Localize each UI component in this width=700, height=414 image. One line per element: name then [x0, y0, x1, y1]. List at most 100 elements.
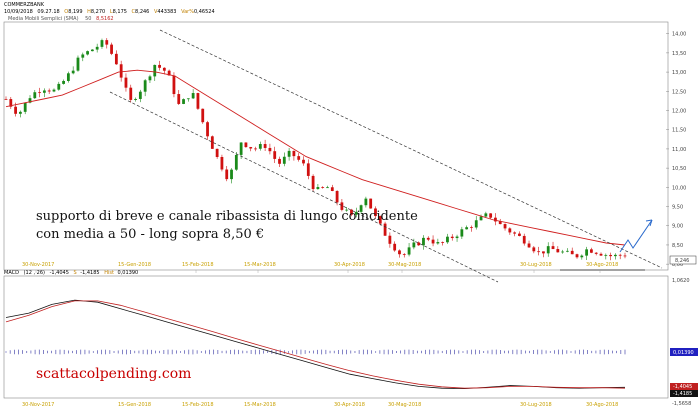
svg-text:Media Mobili Semplici (SMA): Media Mobili Semplici (SMA) 50 8,5162	[8, 16, 114, 22]
candle-body	[134, 98, 137, 100]
candle-body	[398, 250, 401, 255]
candle-body	[585, 249, 589, 256]
candle-body	[522, 235, 526, 244]
macd-x-tick: 15-Feb-2018	[182, 402, 214, 408]
macd-y-top: 1,0620	[672, 278, 690, 284]
candle-body	[537, 251, 541, 253]
candle-body	[158, 64, 161, 68]
price-y-tick: 8,50	[672, 243, 683, 249]
annotation-line2: con media a 50 - long sopra 8,50 €	[36, 227, 264, 242]
last-price-label: 8,246	[675, 258, 689, 264]
price-y-tick: 12,50	[672, 89, 686, 95]
candle-body	[230, 169, 233, 180]
candle-body	[114, 53, 118, 65]
candle-body	[402, 254, 406, 256]
candle-body	[494, 217, 497, 222]
candle-body	[374, 208, 377, 217]
macd-hist-value: 0,01390	[118, 270, 139, 276]
candle-body	[470, 227, 473, 229]
candle-body	[321, 187, 325, 188]
macd-x-tick: 15-Gen-2018	[118, 402, 151, 408]
header-low: 8,175	[113, 9, 127, 15]
arrow-head-icon	[645, 219, 653, 227]
candle-body	[364, 198, 368, 206]
candle-body	[38, 92, 41, 94]
macd-histogram	[5, 349, 626, 355]
candle-body	[590, 249, 593, 253]
candle-body	[124, 77, 128, 88]
candle-body	[220, 156, 224, 170]
price-x-tick: 30-Mag-2018	[388, 262, 421, 268]
indicator-value: 8,5162	[96, 16, 114, 22]
macd-y-bottom: -1,5658	[672, 401, 691, 407]
macd-value: -1,4045	[50, 270, 69, 276]
candle-body	[273, 151, 277, 159]
candle-body	[450, 236, 454, 239]
ohlc-header: 10/09/2018 09.27.18 O8,199 H8,270 L8,175…	[4, 9, 215, 22]
candle-body	[561, 251, 565, 253]
price-x-tick: 15-Gen-2018	[118, 262, 151, 268]
channel-lower-line	[109, 91, 499, 283]
candle-body	[426, 237, 430, 240]
price-y-tick: 9,50	[672, 205, 683, 211]
candle-body	[47, 90, 51, 92]
candle-body	[153, 64, 157, 77]
candle-body	[210, 136, 214, 149]
candle-body	[119, 64, 123, 78]
candle-body	[239, 142, 243, 155]
price-y-tick: 12,00	[672, 109, 686, 115]
candle-body	[489, 213, 493, 218]
candle-body	[95, 46, 99, 50]
candle-body	[18, 111, 22, 114]
candle-body	[81, 54, 85, 58]
macd-x-tick: 30-Apr-2018	[334, 402, 365, 408]
candle-body	[215, 148, 219, 157]
channel-upper-line	[159, 29, 663, 269]
macd-value-box	[670, 383, 698, 390]
macd-x-tick: 30-Mag-2018	[388, 402, 421, 408]
price-x-tick: 15-Mar-2018	[244, 262, 276, 268]
price-x-tick: 30-Apr-2018	[334, 262, 365, 268]
price-y-tick: 10,00	[672, 185, 686, 191]
candle-body	[282, 156, 286, 164]
header-open: 8,199	[68, 9, 82, 15]
candle-body	[542, 251, 545, 254]
candle-body	[57, 83, 61, 90]
price-x-tick: 30-Lug-2018	[520, 262, 552, 268]
candle-body	[479, 216, 483, 221]
svg-text:10/09/2018 09.27.18: 10/09/2018 09.27.18 O8,199 H8,270 L8,175…	[4, 9, 215, 15]
candle-body	[244, 142, 248, 148]
candle-body	[484, 213, 488, 217]
candle-body	[436, 242, 440, 244]
price-y-tick: 11,00	[672, 147, 686, 153]
candle-body	[143, 80, 147, 92]
candle-body	[167, 70, 171, 76]
macd-x-tick: 30-Ago-2018	[586, 402, 618, 408]
candle-body	[474, 220, 478, 228]
candle-body	[345, 209, 349, 211]
candle-body	[86, 51, 89, 55]
candle-body	[566, 250, 569, 252]
candle-body	[326, 187, 329, 189]
candle-body	[306, 163, 310, 176]
candle-body	[412, 242, 416, 248]
candle-body	[359, 205, 363, 212]
candle-body	[599, 253, 603, 256]
candle-body	[71, 70, 75, 74]
macd-header: MACD (12 , 26) -1,4045 S -1,4185 Hist 0,…	[4, 270, 138, 276]
candle-body	[441, 242, 445, 243]
candle-body	[182, 99, 185, 104]
candle-body	[594, 252, 598, 254]
candle-body	[580, 255, 584, 258]
candle-body	[105, 40, 109, 45]
candle-body	[186, 98, 190, 100]
candle-body	[446, 236, 449, 243]
candle-body	[422, 237, 425, 246]
brand-watermark: scattacolpending.com	[36, 366, 191, 382]
candle-body	[455, 236, 459, 239]
sma-line	[5, 69, 626, 246]
candle-body	[258, 144, 262, 149]
candle-body	[138, 91, 142, 99]
macd-x-tick: 15-Mar-2018	[244, 402, 276, 408]
hist-value-box	[670, 348, 698, 356]
